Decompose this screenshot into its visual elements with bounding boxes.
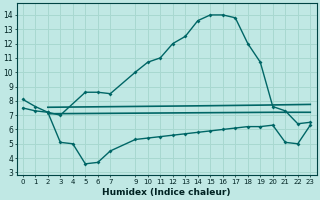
X-axis label: Humidex (Indice chaleur): Humidex (Indice chaleur) [102, 188, 231, 197]
